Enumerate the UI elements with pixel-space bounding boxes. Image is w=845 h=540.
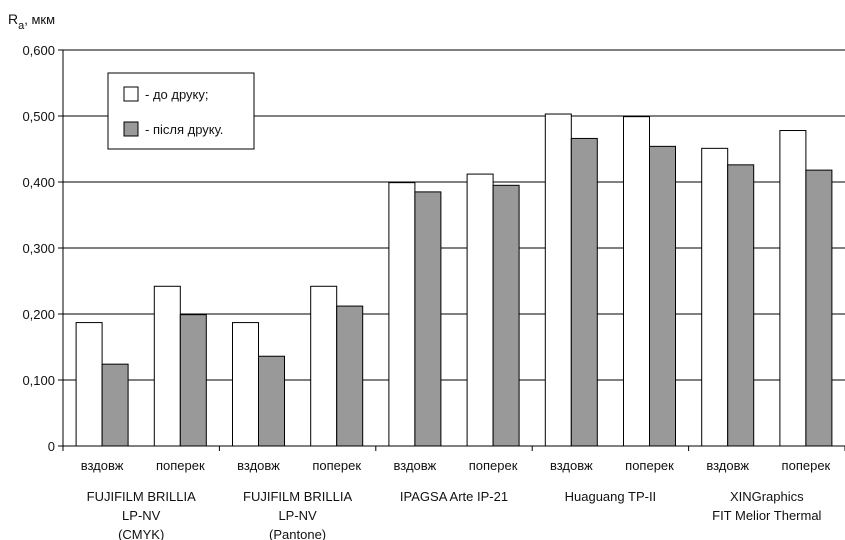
legend-label-after: - після друку. xyxy=(145,122,223,137)
bar-after-print xyxy=(258,355,285,447)
y-tick-label: 0,200 xyxy=(22,307,55,322)
bar-before-print xyxy=(544,113,572,447)
x-group-label: FUJIFILM BRILLIA xyxy=(243,489,352,504)
x-group-label: LP-NV xyxy=(278,508,317,523)
x-category-label: вздовж xyxy=(394,458,437,473)
bar-after-print xyxy=(414,191,442,447)
x-group-label: XINGraphics xyxy=(730,489,804,504)
bar-before-print xyxy=(623,116,650,447)
x-category-label: вздовж xyxy=(237,458,280,473)
bar-before-print xyxy=(701,147,729,447)
x-category-label: поперек xyxy=(782,458,831,473)
bar-after-print xyxy=(570,137,598,447)
bar-after-print xyxy=(179,314,207,447)
x-group-label: FIT Melior Thermal xyxy=(712,508,821,523)
legend-box xyxy=(107,72,255,150)
bar-before-print xyxy=(466,173,494,447)
x-group-label: (Pantone) xyxy=(269,527,326,540)
y-tick-label: 0 xyxy=(48,439,55,454)
bar-before-print xyxy=(232,322,259,447)
x-category-label: поперек xyxy=(469,458,518,473)
y-axis-label: Ra, мкм xyxy=(8,11,55,32)
bar-before-print xyxy=(153,285,181,447)
bar-after-print xyxy=(336,305,364,447)
legend: - до друку; - після друку. xyxy=(107,72,255,150)
y-tick-label: 0,600 xyxy=(22,43,55,58)
bar-after-print xyxy=(727,164,755,447)
bar-before-print xyxy=(75,322,103,447)
bar-before-print xyxy=(779,130,807,447)
bar-after-print xyxy=(805,169,833,447)
legend-swatch-after xyxy=(123,121,139,137)
x-group-label: LP-NV xyxy=(122,508,161,523)
legend-label-before: - до друку; xyxy=(145,87,208,102)
x-category-label: вздовж xyxy=(706,458,749,473)
x-category-label: вздовж xyxy=(550,458,593,473)
x-group-label: IPAGSA Arte IP-21 xyxy=(400,489,508,504)
x-category-label: поперек xyxy=(625,458,674,473)
x-category-label: поперек xyxy=(156,458,205,473)
bar-before-print xyxy=(310,285,338,447)
bar-after-print xyxy=(101,363,129,447)
legend-swatch-before xyxy=(123,86,139,102)
bar-after-print xyxy=(649,145,676,447)
x-group-label: Huaguang TP-II xyxy=(565,489,657,504)
bar-after-print xyxy=(492,184,520,447)
y-tick-label: 0,500 xyxy=(22,109,55,124)
x-category-label: вздовж xyxy=(81,458,124,473)
y-tick-label: 0,400 xyxy=(22,175,55,190)
y-tick-label: 0,100 xyxy=(22,373,55,388)
x-group-label: (CMYK) xyxy=(118,527,164,540)
x-group-label: FUJIFILM BRILLIA xyxy=(87,489,196,504)
x-category-label: поперек xyxy=(312,458,361,473)
bar-before-print xyxy=(388,182,416,447)
y-tick-label: 0,300 xyxy=(22,241,55,256)
